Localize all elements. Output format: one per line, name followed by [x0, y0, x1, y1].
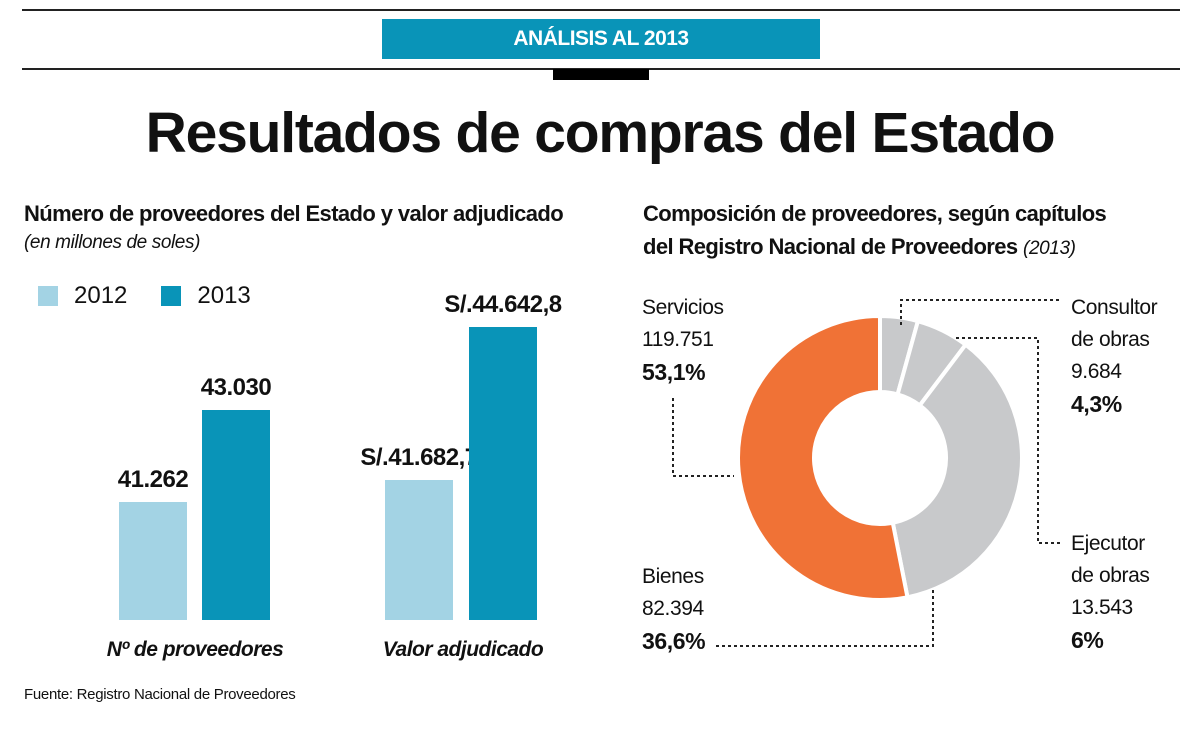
bar-value-label: S/.41.682,7	[360, 444, 478, 472]
rule-tab	[553, 69, 649, 80]
category-label: Valor adjudicado	[382, 638, 544, 661]
slice-label-servicios: Servicios 119.751 53,1%	[642, 296, 724, 385]
page-title: Resultados de compras del Estado	[145, 101, 1056, 165]
donut-title-year: (2013)	[1023, 238, 1076, 259]
legend-swatch-2013	[161, 286, 182, 306]
bar-value-label: 43.030	[200, 374, 272, 402]
legend-label-2013: 2013	[197, 282, 251, 309]
leader-line-bienes	[715, 590, 934, 647]
bar-chart-subtitle: (en millones de soles)	[24, 232, 201, 253]
bar-2013	[469, 326, 537, 620]
top-rule	[22, 9, 1180, 11]
leader-line-servicios	[672, 398, 734, 477]
legend: 2012 2013	[38, 282, 251, 310]
leader-line-consultor	[900, 299, 1060, 325]
slice-servicios	[736, 313, 910, 602]
category-label: Nº de proveedores	[106, 638, 284, 661]
bar-2012	[119, 502, 187, 620]
legend-label-2012: 2012	[74, 282, 128, 309]
section-banner: ANÁLISIS AL 2013	[382, 19, 820, 59]
slice-label-ejecutor: Ejecutor de obras 13.543 6%	[1071, 532, 1150, 653]
bar-2013	[202, 410, 270, 620]
bar-2012	[385, 480, 453, 620]
banner-text: ANÁLISIS AL 2013	[513, 27, 689, 50]
donut-title-line2: del Registro Nacional de Proveedores (20…	[643, 234, 1076, 259]
bar-chart-title: Número de proveedores del Estado y valor…	[24, 201, 564, 226]
bar-value-label: S/.44.642,8	[444, 290, 562, 318]
slice-label-consultor: Consultor de obras 9.684 4,3%	[1071, 296, 1158, 417]
leader-lines	[672, 299, 1062, 647]
donut-title: Composición de proveedores, según capítu…	[643, 201, 1107, 226]
bar-value-label: 41.262	[117, 466, 189, 494]
source-note: Fuente: Registro Nacional de Proveedores	[24, 686, 296, 703]
slice-bienes	[890, 341, 1024, 600]
legend-swatch-2012	[38, 286, 58, 306]
slice-label-bienes: Bienes 82.394 36,6%	[642, 565, 706, 654]
